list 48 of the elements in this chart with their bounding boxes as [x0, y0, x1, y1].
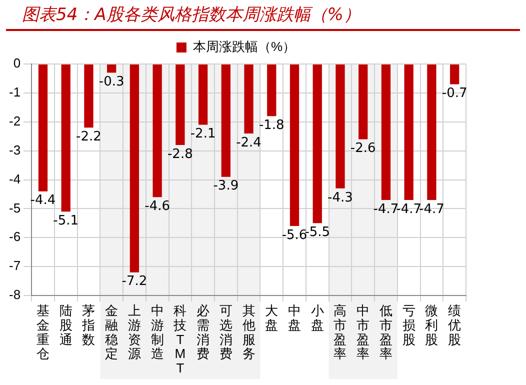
x-tick-label: 上游资源 [128, 303, 141, 362]
x-tick-label: 基金重仓 [36, 303, 50, 362]
y-tick-label: -2 [8, 113, 21, 128]
chart-title: 图表54：A股各类风格指数本周涨跌幅（%） [6, 0, 520, 31]
data-label: -4.7 [419, 202, 444, 217]
x-tick-label: 必需消费 [196, 303, 210, 362]
y-tick-label: -5 [8, 200, 21, 216]
legend-label: 本周涨跌幅（%） [192, 39, 296, 54]
data-label: -4.7 [373, 202, 399, 217]
data-label: -0.7 [442, 86, 468, 102]
x-tick-label: 茅指数 [81, 303, 96, 347]
x-tick-label: 其他服务 [242, 303, 256, 362]
data-label: -4.3 [328, 190, 353, 206]
data-label: -1.8 [258, 118, 284, 133]
y-tick-label: -1 [8, 84, 21, 100]
x-tick-label: 绩优股 [448, 303, 462, 347]
y-tick-label: 0 [13, 56, 21, 71]
data-label: -2.4 [236, 135, 262, 150]
x-tick-label: 科技TMT [172, 303, 187, 376]
y-tick-label: -7 [8, 258, 21, 274]
x-tick-label: 高市盈率 [334, 303, 347, 362]
y-tick-label: -8 [8, 287, 21, 302]
data-label: -4.6 [144, 198, 170, 214]
data-label: -2.1 [190, 126, 216, 142]
data-label: -5.6 [282, 228, 308, 243]
data-label: -4.4 [30, 193, 56, 208]
data-label: -2.6 [350, 141, 376, 156]
x-tick-label: 中盘 [288, 303, 302, 333]
x-tick-label: 微利股 [425, 303, 438, 347]
x-tick-label: 金融稳定 [105, 303, 118, 362]
data-label: -5.1 [53, 213, 79, 228]
x-tick-label: 中游制造 [150, 303, 164, 362]
x-tick-label: 中市盈率 [356, 303, 370, 362]
data-label: -2.8 [167, 146, 193, 162]
data-label: -4.7 [396, 202, 422, 217]
data-label: -7.2 [122, 274, 148, 290]
data-label: -0.3 [98, 74, 124, 90]
y-tick-label: -6 [8, 229, 21, 244]
x-tick-label: 低市盈率 [379, 303, 392, 362]
y-tick-label: -3 [8, 142, 21, 158]
x-tick-label: 陆股通 [59, 303, 72, 347]
x-tick-label: 小盘 [310, 303, 324, 333]
x-tick-label: 亏损股 [402, 303, 416, 347]
x-tick-label: 大盘 [265, 303, 278, 333]
y-tick-label: -4 [8, 171, 21, 186]
data-label: -2.2 [76, 130, 102, 145]
data-label: -3.9 [213, 178, 239, 194]
x-tick-label: 可选消费 [219, 303, 232, 362]
